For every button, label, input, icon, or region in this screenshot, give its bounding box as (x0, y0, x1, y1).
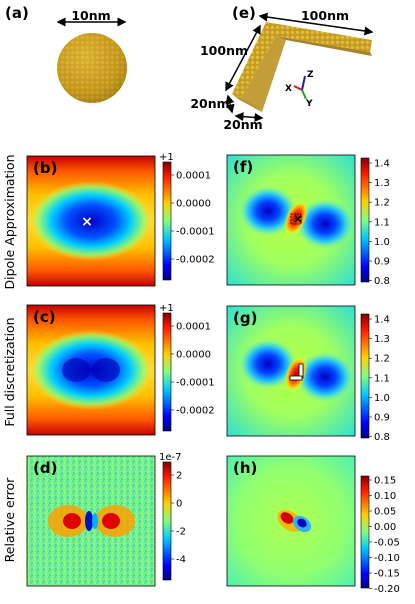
colorbar-g-tick-label: 1.1 (374, 373, 390, 384)
panel-label-c: (c) (33, 308, 56, 326)
axis-z-label: Z (307, 70, 314, 80)
bar-bottom-y-label: 20nm (190, 96, 229, 111)
heatmap-g (226, 305, 356, 437)
l-bar-image (232, 22, 372, 112)
colorbar-b-tick-label: 0.0000 (176, 199, 211, 210)
bar-width-arrow (234, 112, 264, 122)
colorbar-f-tick-label: 1.0 (374, 237, 390, 248)
colorbar-d-tick-label: -2 (176, 527, 186, 538)
colorbar-b-tick-label: 0.0001 (176, 171, 211, 182)
row-label-error: Relative error (2, 477, 17, 563)
colorbar-b-offset: +1 (159, 152, 174, 163)
colorbar-f: 1.4 1.3 1.2 1.1 1.0 0.9 0.8 (360, 157, 390, 287)
colorbars: +10.00010.0000-0.0001-0.0002+10.00010.00… (159, 152, 400, 595)
colorbar-g-tick-label: 1.0 (374, 393, 390, 404)
heatmap-b: × (26, 155, 156, 287)
colorbar-h-tick-label: 0.15 (374, 476, 396, 487)
heatmap-c (26, 304, 156, 436)
colorbar-h-tick-label: -0.15 (374, 569, 400, 580)
bar-bottom-x-label: 20nm (223, 117, 262, 132)
colorbar-b-ramp (162, 161, 172, 281)
colorbar-g-tick-label: 1.2 (374, 354, 390, 365)
colorbar-c-ramp (162, 312, 172, 432)
colorbar-f-tick-label: 1.2 (374, 198, 390, 209)
axis-x-label: X (285, 84, 292, 94)
colorbar-h-tick-label: -0.10 (374, 553, 400, 564)
colorbar-d-tick-label: 2 (176, 471, 182, 482)
nanosphere-image (57, 33, 127, 103)
colorbar-f-tick-label: 1.3 (374, 178, 390, 189)
row-label-dipole: Dipole Approximation (2, 154, 17, 289)
bar-left-arrow (225, 24, 261, 92)
colorbar-h-ramp (360, 475, 370, 589)
row-label-full: Full discretization (2, 317, 17, 426)
colorbar-h-tick-label: -0.20 (374, 584, 400, 595)
colorbar-c: +10.0001 0.0000 -0.0001 -0.0002 (159, 303, 215, 432)
colorbar-c-tick-label: 0.0000 (176, 350, 211, 361)
colorbar-h-tick-label: 0.00 (374, 522, 396, 533)
colorbar-g-tick-label: 0.8 (374, 432, 390, 443)
panel-label-d: (d) (33, 459, 57, 477)
heatmap-f: × (226, 154, 356, 286)
bar-left-label: 100nm (200, 43, 248, 58)
colorbar-d-ramp (162, 461, 172, 581)
colorbar-d-tick-label: -4 (176, 555, 186, 566)
panel-label-g: (g) (233, 309, 257, 327)
colorbar-g-tick-label: 1.4 (374, 315, 390, 326)
colorbar-f-ramp (360, 157, 370, 283)
colorbar-f-tick-label: 1.4 (374, 159, 390, 170)
bar-top-label: 100nm (301, 8, 349, 23)
heatmap-h (226, 455, 356, 587)
panel-label-b: (b) (33, 159, 57, 177)
colorbar-f-tick-label: 0.8 (374, 276, 390, 287)
colorbar-d-offset: 1e-7 (159, 452, 182, 463)
panel-label-a: (a) (5, 4, 29, 22)
panel-label-e: (e) (232, 4, 256, 22)
colorbar-c-tick-label: -0.0002 (176, 406, 215, 417)
colorbar-h-tick-label: -0.05 (374, 538, 400, 549)
colorbar-g: 1.4 1.3 1.2 1.1 1.0 0.9 0.8 (360, 313, 390, 443)
colorbar-b: +10.0001 0.0000 -0.0001 -0.0002 (159, 152, 215, 281)
colorbar-c-tick-label: -0.0001 (176, 378, 215, 389)
colorbar-b-tick-label: -0.0001 (176, 227, 215, 238)
colorbar-d-tick-label: 0 (176, 499, 182, 510)
bar-depth-arrow (225, 94, 235, 114)
colorbar-h-tick-label: 0.10 (374, 491, 396, 502)
colorbar-d: 1e-7 2 0 -2 -4 (159, 452, 186, 581)
heatmap-d (26, 455, 156, 587)
colorbar-b-tick-label: -0.0002 (176, 255, 215, 266)
colorbar-h-tick-label: 0.05 (374, 507, 396, 518)
colorbar-f-tick-label: 1.1 (374, 217, 390, 228)
colorbar-h: 0.15 0.10 0.05 0.00 -0.05 -0.10 -0.15 -0.20 (360, 475, 400, 595)
colorbar-c-tick-label: 0.0001 (176, 322, 211, 333)
panel-label-h: (h) (233, 459, 257, 477)
colorbar-g-tick-label: 1.3 (374, 334, 390, 345)
bar-top-arrow (258, 12, 374, 36)
svg-text:×: × (293, 212, 304, 227)
panel-label-f: (f) (233, 158, 253, 176)
colorbar-g-ramp (360, 313, 370, 439)
axes-triad-icon: Z X Y (285, 70, 314, 109)
sphere-dimension-label: 10nm (71, 8, 110, 23)
colorbar-f-tick-label: 0.9 (374, 257, 390, 268)
colorbar-g-tick-label: 0.9 (374, 413, 390, 424)
colorbar-c-offset: +1 (159, 303, 174, 314)
svg-text:×: × (81, 214, 93, 230)
axis-y-label: Y (305, 99, 313, 109)
